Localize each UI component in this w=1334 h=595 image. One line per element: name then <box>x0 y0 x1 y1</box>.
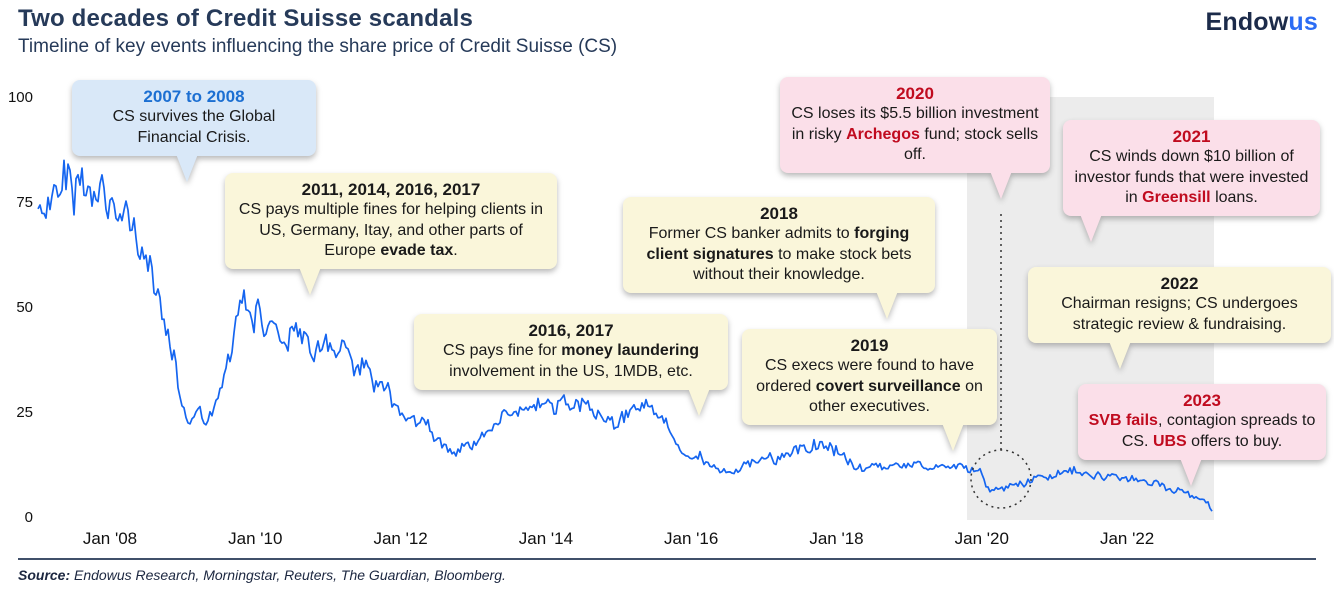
callout-launder-year: 2016, 2017 <box>528 321 614 340</box>
y-tick-100: 100 <box>7 89 33 106</box>
x-tick-2012: Jan '12 <box>373 529 428 548</box>
covid-dip-circle <box>970 449 1032 509</box>
callout-svb-pointer <box>1180 457 1202 486</box>
callout-spy-text: CS execs were found to have ordered cove… <box>756 357 983 415</box>
callout-forge-year: 2018 <box>760 204 798 223</box>
callout-tax: 2011, 2014, 2016, 2017 CS pays multiple f… <box>225 173 557 295</box>
callout-archegos-text: CS loses its $5.5 billion investment in … <box>791 105 1039 163</box>
callout-svb-text: SVB fails, contagion spreads to CS. UBS … <box>1088 412 1316 450</box>
callout-svb: 2023 SVB fails, contagion spreads to CS. … <box>1078 384 1326 486</box>
callout-greensill-text: CS winds down $10 billion of investor fu… <box>1074 148 1309 206</box>
callout-gfc-text: CS survives the Global Financial Crisis. <box>112 108 276 146</box>
callout-tax-text: CS pays multiple fines for helping clien… <box>238 201 544 259</box>
callout-spy-year: 2019 <box>850 336 889 355</box>
y-tick-50: 50 <box>16 299 33 316</box>
page-title: Two decades of Credit Suisse scandals <box>18 5 474 32</box>
page-subtitle: Timeline of key events influencing the s… <box>18 36 618 57</box>
callout-tax-pointer <box>299 266 321 295</box>
callout-gfc-pointer <box>176 153 198 182</box>
callout-launder-text: CS pays fine for money laundering involv… <box>442 342 700 380</box>
callout-forge-pointer <box>876 290 898 319</box>
callout-spy: 2019 CS execs were found to have ordered … <box>742 329 997 451</box>
callout-archegos-pointer <box>990 170 1012 199</box>
callout-gfc-year: 2007 to 2008 <box>143 87 245 106</box>
callout-forge-text: Former CS banker admits to forging clien… <box>646 225 912 283</box>
x-tick-2018: Jan '18 <box>809 529 864 548</box>
endowus-logo: Endowus <box>1205 8 1318 37</box>
source-label: Source: <box>18 567 71 583</box>
callout-gfc: 2007 to 2008 CS survives the Global Finan… <box>72 80 316 182</box>
callout-launder-pointer <box>688 387 710 416</box>
callout-chairman-text: Chairman resigns; CS undergoes strategic… <box>1061 295 1298 333</box>
x-tick-2020: Jan '20 <box>954 529 1009 548</box>
callout-greensill-year: 2021 <box>1172 127 1211 146</box>
callout-spy-pointer <box>942 422 964 451</box>
y-tick-0: 0 <box>24 509 33 526</box>
y-tick-25: 25 <box>16 404 33 421</box>
share-price-line <box>37 159 1213 512</box>
x-tick-2010: Jan '10 <box>228 529 283 548</box>
x-tick-2014: Jan '14 <box>518 529 574 548</box>
logo-text-blue: us <box>1288 8 1318 36</box>
callout-tax-year: 2011, 2014, 2016, 2017 <box>301 180 481 199</box>
callout-svb-year: 2023 <box>1183 391 1221 410</box>
x-tick-2008: Jan '08 <box>82 529 138 548</box>
source-text: Endowus Research, Morningstar, Reuters, … <box>70 567 506 583</box>
y-tick-75: 75 <box>16 194 33 211</box>
callout-archegos-year: 2020 <box>896 84 934 103</box>
callout-chairman-year: 2022 <box>1160 274 1199 293</box>
callout-greensill: 2021 CS winds down $10 billion of investo… <box>1063 120 1320 242</box>
logo-text-dark: Endow <box>1205 8 1289 36</box>
callout-forge: 2018 Former CS banker admits to forging c… <box>623 197 935 319</box>
x-tick-2016: Jan '16 <box>664 529 719 548</box>
callout-chairman: 2022 Chairman resigns; CS undergoes strat… <box>1028 267 1331 369</box>
callout-archegos: 2020 CS loses its $5.5 billion investment… <box>780 77 1050 199</box>
footer-divider <box>18 558 1316 560</box>
callout-greensill-pointer <box>1080 213 1102 242</box>
x-tick-2022: Jan '22 <box>1099 529 1155 548</box>
callout-chairman-pointer <box>1109 340 1131 369</box>
callout-launder: 2016, 2017 CS pays fine for money launder… <box>414 314 728 416</box>
source-note: Source: Endowus Research, Morningstar, R… <box>18 567 506 583</box>
